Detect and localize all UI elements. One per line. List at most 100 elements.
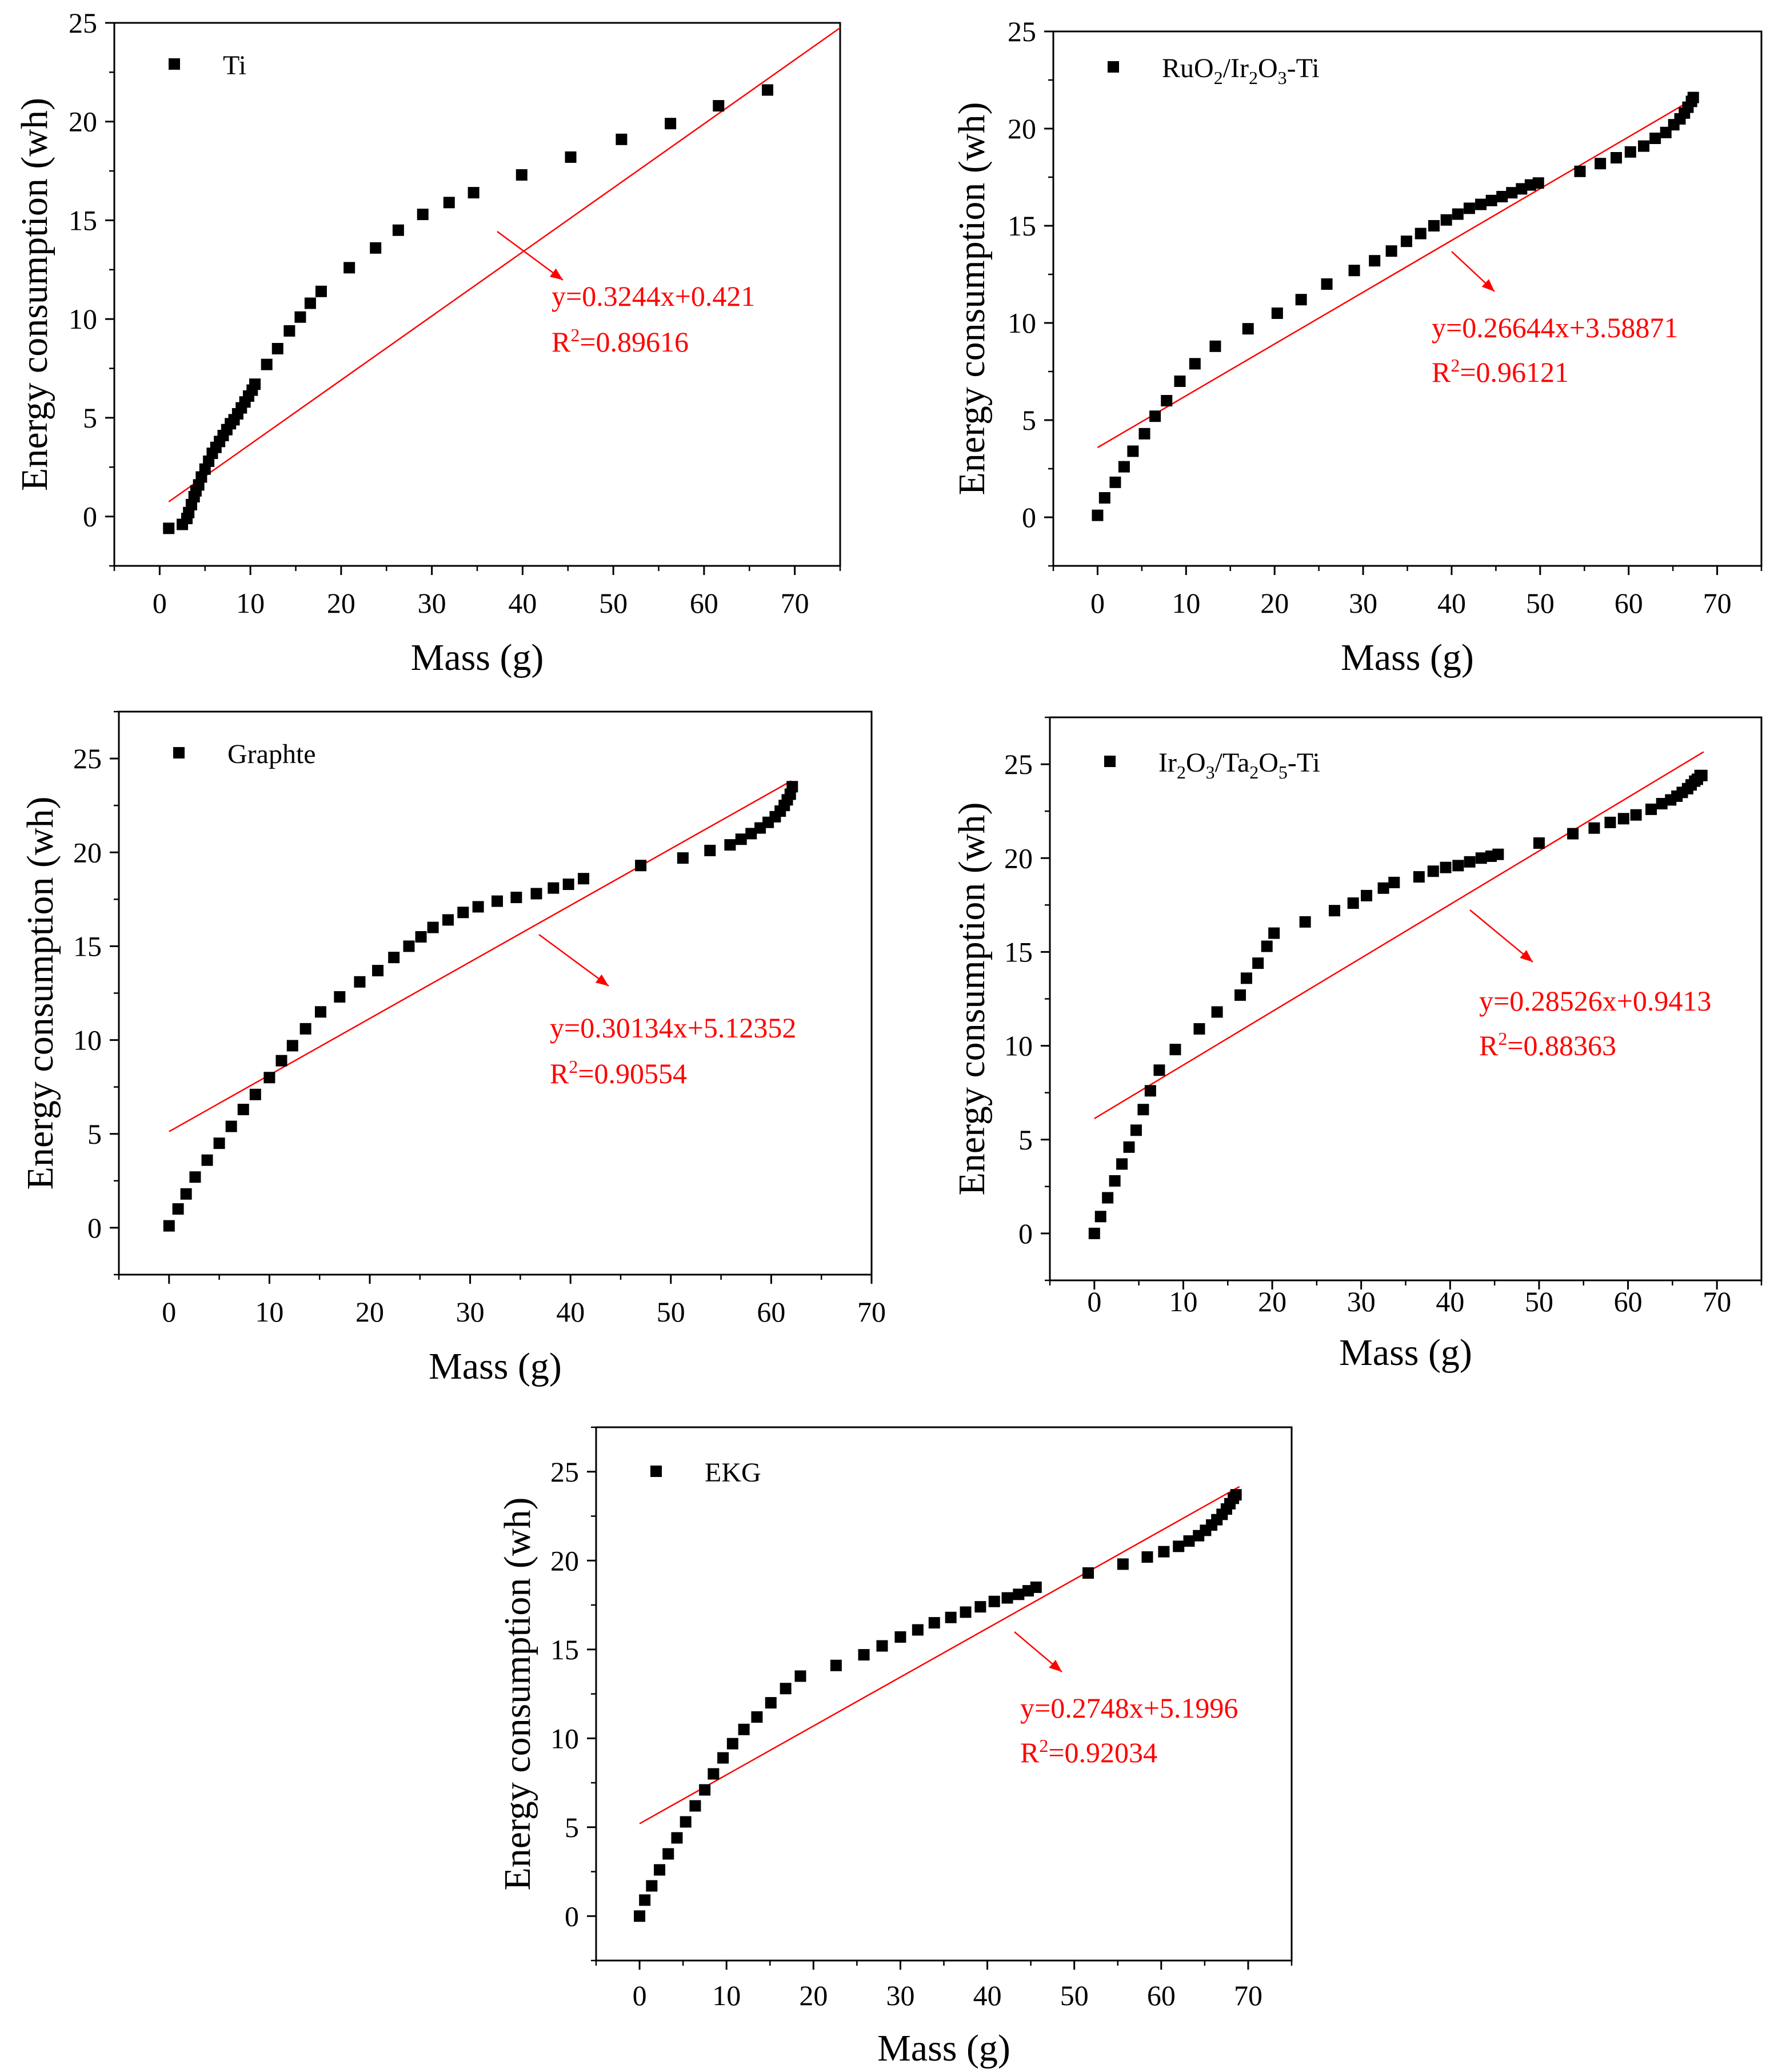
data-point <box>1649 133 1661 144</box>
data-point <box>1117 1558 1129 1570</box>
x-tick-label: 30 <box>886 1979 914 2011</box>
data-point <box>1348 265 1360 277</box>
y-tick-label: 25 <box>69 7 97 39</box>
x-tick-label: 60 <box>1615 587 1643 619</box>
data-point <box>1230 1489 1242 1501</box>
y-tick-label: 0 <box>1018 1217 1033 1249</box>
data-point <box>1475 198 1487 210</box>
data-point <box>1001 1592 1013 1604</box>
data-point <box>634 1910 646 1922</box>
fit-line <box>639 1486 1240 1825</box>
data-point <box>762 84 773 96</box>
x-tick-label: 10 <box>1169 1285 1197 1318</box>
data-point <box>1617 813 1629 825</box>
data-point <box>1377 882 1389 894</box>
data-point <box>225 1120 237 1132</box>
y-tick-label: 25 <box>1004 748 1033 780</box>
data-point <box>1452 860 1464 872</box>
data-point <box>1109 1175 1121 1187</box>
data-point <box>415 931 427 943</box>
y-tick-label: 10 <box>1004 1030 1033 1062</box>
data-point <box>510 892 522 904</box>
data-point <box>786 781 798 793</box>
data-point <box>689 1800 701 1812</box>
data-point <box>724 839 736 851</box>
data-point <box>388 952 400 964</box>
x-tick-label: 40 <box>508 587 537 619</box>
x-tick-label: 40 <box>1436 1285 1464 1318</box>
annotation-arrowhead <box>1049 1659 1062 1672</box>
data-point <box>1645 803 1657 815</box>
x-tick-label: 50 <box>1060 1979 1089 2011</box>
y-tick-label: 10 <box>69 303 97 335</box>
y-tick-label: 0 <box>83 501 97 533</box>
data-point <box>1092 509 1104 521</box>
fit-r-squared: R2=0.92034 <box>1020 1735 1157 1768</box>
y-tick-label: 15 <box>1008 210 1036 242</box>
data-point <box>677 852 689 864</box>
x-tick-label: 0 <box>1090 587 1105 619</box>
data-point <box>928 1617 940 1629</box>
x-tick-label: 20 <box>327 587 355 619</box>
fit-line <box>1097 97 1696 449</box>
data-point <box>1161 395 1173 406</box>
plot-frame <box>1052 30 1763 567</box>
data-point <box>1169 1044 1181 1056</box>
data-point <box>1082 1567 1094 1579</box>
x-tick-label: 20 <box>355 1296 384 1328</box>
annotation-arrowhead <box>549 268 563 280</box>
y-tick-label: 15 <box>73 930 102 962</box>
data-point <box>1013 1588 1025 1600</box>
x-tick-label: 10 <box>712 1979 741 2011</box>
data-point <box>780 1683 792 1695</box>
data-point <box>680 1816 692 1828</box>
data-point <box>1261 940 1273 952</box>
data-point <box>1102 1192 1114 1204</box>
data-point <box>299 1023 311 1035</box>
data-point <box>283 325 295 337</box>
data-point <box>1234 989 1246 1001</box>
legend-marker <box>173 747 185 758</box>
y-tick-label: 0 <box>87 1212 102 1244</box>
data-point <box>699 1784 711 1796</box>
data-point <box>912 1624 924 1636</box>
data-point <box>1149 410 1161 422</box>
data-point <box>370 242 382 254</box>
legend-marker <box>1104 756 1116 767</box>
y-tick-label: 20 <box>1008 113 1036 145</box>
data-point <box>665 118 677 130</box>
x-tick-label: 20 <box>1258 1285 1286 1318</box>
y-tick-label: 15 <box>550 1634 579 1666</box>
legend-marker <box>1108 61 1119 73</box>
annotation-arrowhead <box>1481 279 1495 292</box>
y-tick-label: 25 <box>1008 15 1036 47</box>
data-point <box>1687 91 1699 103</box>
data-point <box>201 1154 213 1166</box>
annotation-arrowhead <box>1520 950 1533 962</box>
data-point <box>1516 183 1528 195</box>
data-point <box>249 378 261 390</box>
data-point <box>530 888 542 900</box>
data-point <box>1299 916 1311 928</box>
data-point <box>704 844 716 856</box>
data-point <box>858 1649 870 1661</box>
legend-label: Ti <box>223 50 246 81</box>
y-axis-title: Energy consumption (wh) <box>951 802 993 1195</box>
data-point <box>738 1723 750 1735</box>
x-tick-label: 50 <box>599 587 628 619</box>
fit-equation: y=0.3244x+0.421 <box>552 280 755 312</box>
annotation-arrow <box>538 933 609 987</box>
y-tick-label: 15 <box>69 204 97 236</box>
data-point <box>1428 220 1440 231</box>
data-point <box>1209 340 1221 352</box>
fit-r-squared: R2=0.88363 <box>1479 1028 1616 1061</box>
data-point <box>286 1040 298 1052</box>
data-point <box>1485 194 1497 206</box>
x-tick-label: 60 <box>1147 1979 1176 2011</box>
data-point <box>894 1631 906 1643</box>
y-axis-title: Energy consumption (wh) <box>19 796 61 1189</box>
data-point <box>1588 822 1600 834</box>
data-point <box>1369 255 1381 267</box>
y-tick-label: 20 <box>1004 842 1033 874</box>
data-point <box>189 1171 201 1183</box>
